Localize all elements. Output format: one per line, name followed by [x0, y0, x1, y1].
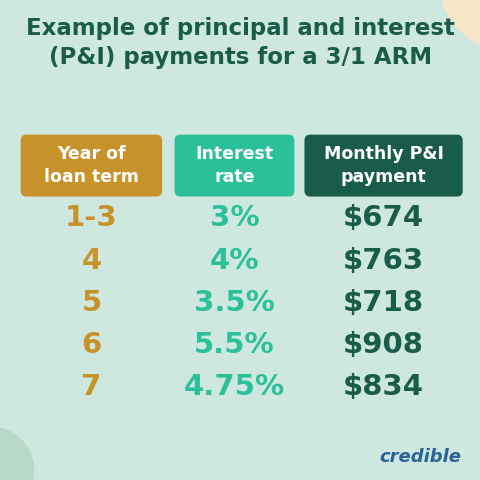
Text: Example of principal and interest
(P&I) payments for a 3/1 ARM: Example of principal and interest (P&I) …	[26, 17, 454, 69]
FancyBboxPatch shape	[304, 134, 462, 197]
Text: Monthly P&I
payment: Monthly P&I payment	[323, 145, 443, 186]
Text: 7: 7	[81, 373, 101, 401]
Text: 3.5%: 3.5%	[193, 289, 275, 317]
Text: $718: $718	[342, 289, 423, 317]
Text: $908: $908	[342, 331, 423, 359]
Text: 4%: 4%	[209, 247, 259, 275]
Text: Year of
loan term: Year of loan term	[44, 145, 139, 186]
Text: 4: 4	[81, 247, 101, 275]
Text: credible: credible	[379, 447, 461, 466]
Text: 5: 5	[81, 289, 101, 317]
Circle shape	[0, 427, 34, 480]
Text: Interest
rate: Interest rate	[195, 145, 273, 186]
Text: 3%: 3%	[209, 204, 259, 232]
Text: 6: 6	[81, 331, 101, 359]
Text: 4.75%: 4.75%	[183, 373, 285, 401]
Text: $763: $763	[342, 247, 423, 275]
Text: 1-3: 1-3	[65, 204, 118, 232]
Text: $674: $674	[342, 204, 423, 232]
Text: 5.5%: 5.5%	[194, 331, 274, 359]
Text: $834: $834	[342, 373, 423, 401]
Circle shape	[437, 0, 480, 53]
FancyBboxPatch shape	[174, 134, 294, 197]
FancyBboxPatch shape	[21, 134, 162, 197]
